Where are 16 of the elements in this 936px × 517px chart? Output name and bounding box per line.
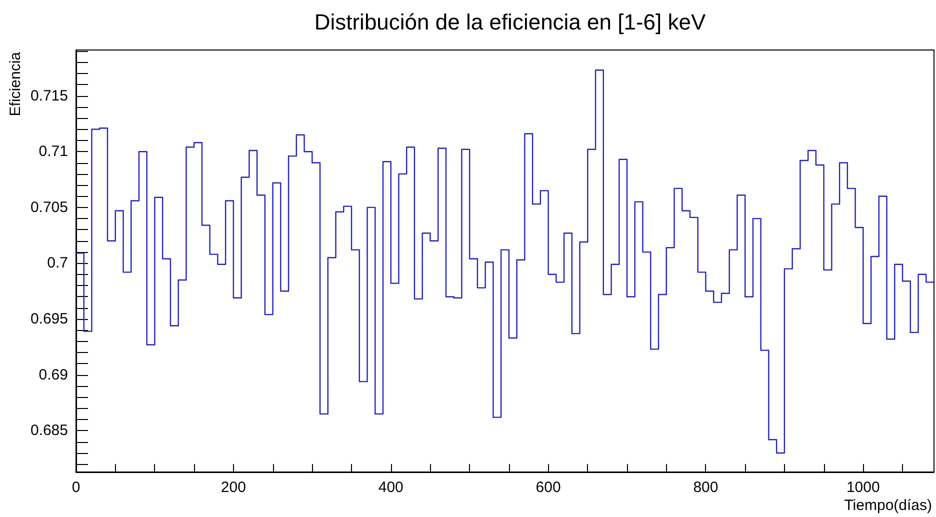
- x-tick-label: 800: [693, 479, 718, 496]
- x-tick-label: 600: [536, 479, 561, 496]
- y-tick-label: 0.7: [47, 254, 68, 272]
- x-tick-label: 1000: [846, 479, 880, 496]
- chart-title: Distribución de la eficiencia en [1-6] keV: [314, 10, 706, 34]
- y-tick-label: 0.71: [38, 143, 68, 160]
- x-tick-label: 400: [378, 479, 404, 496]
- x-axis-title: Tiempo(días): [844, 497, 932, 514]
- x-tick-label: 200: [220, 479, 246, 496]
- y-tick-label: 0.69: [38, 366, 68, 384]
- y-tick-label: 0.685: [30, 422, 68, 440]
- y-tick-label: 0.705: [30, 198, 68, 216]
- y-axis-title: Eficiencia: [7, 51, 24, 116]
- y-tick-label: 0.695: [30, 310, 68, 328]
- x-tick-label: 0: [72, 479, 80, 496]
- y-tick-label: 0.715: [30, 87, 68, 104]
